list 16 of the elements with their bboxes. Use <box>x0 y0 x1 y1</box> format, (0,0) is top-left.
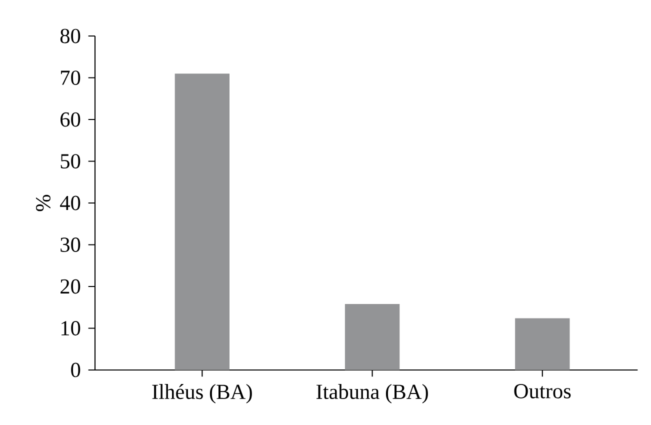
bar <box>515 318 570 370</box>
y-tick-label: 70 <box>61 70 80 85</box>
y-tick-label: 50 <box>60 154 80 168</box>
y-tick-label: 80 <box>60 28 80 44</box>
y-tick-label: 40 <box>60 196 80 210</box>
bar <box>174 74 230 370</box>
y-tick-label: 0 <box>71 362 80 378</box>
bar <box>344 304 400 370</box>
y-tick-label: 20 <box>60 279 80 294</box>
x-tick-label: Ilhéus (BA) <box>152 384 252 404</box>
x-tick-label: Itabuna (BA) <box>316 384 428 404</box>
y-axis-title: % <box>36 194 50 212</box>
y-tick-label: 30 <box>60 238 80 252</box>
y-tick-label: 60 <box>60 112 80 127</box>
x-tick-label: Outros <box>514 384 571 398</box>
y-tick-label: 10 <box>62 321 80 336</box>
